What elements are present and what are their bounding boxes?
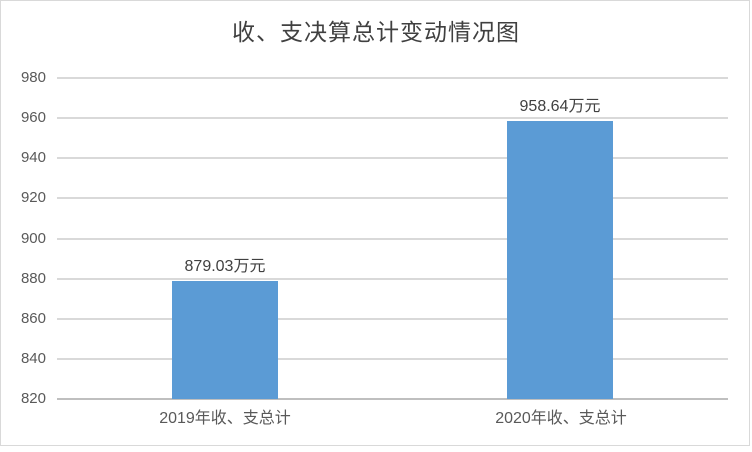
y-gridline (57, 358, 728, 360)
x-axis-line (57, 398, 728, 400)
y-axis-tick-label: 860 (20, 310, 46, 327)
x-axis-category-label: 2019年收、支总计 (159, 410, 291, 427)
y-axis-tick-label: 840 (20, 350, 46, 367)
y-axis-tick-label: 960 (20, 109, 46, 126)
y-axis-tick-label: 820 (20, 390, 46, 407)
y-gridline (57, 157, 728, 159)
y-axis-tick-label: 920 (20, 189, 46, 206)
y-gridline (57, 197, 728, 199)
y-gridline (57, 77, 728, 79)
bar-data-label: 879.03万元 (184, 258, 266, 275)
bar-data-label: 958.64万元 (519, 98, 601, 115)
y-gridline (57, 318, 728, 320)
chart-title: 收、支决算总计变动情况图 (232, 20, 520, 45)
y-axis-tick-label: 980 (20, 69, 46, 86)
y-gridline (57, 117, 728, 119)
y-axis-tick-label: 880 (20, 270, 46, 287)
y-gridline (57, 238, 728, 240)
bar (507, 121, 613, 399)
x-axis-category-label: 2020年收、支总计 (495, 410, 627, 427)
y-axis-tick-label: 940 (20, 149, 46, 166)
y-gridline (57, 278, 728, 280)
y-axis-tick-label: 900 (20, 230, 46, 247)
bar (172, 281, 278, 399)
